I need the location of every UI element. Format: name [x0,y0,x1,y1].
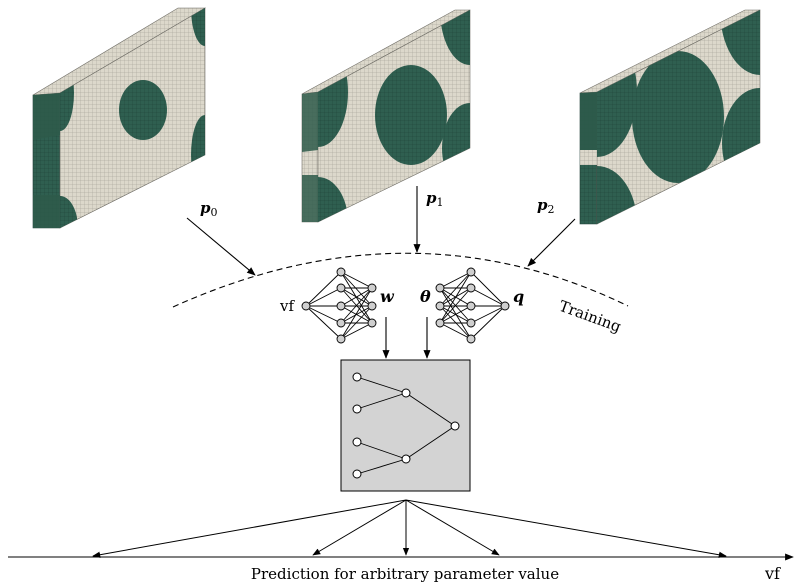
training-label: Training [557,297,624,336]
prediction-caption: Prediction for arbitrary parameter value [251,565,559,583]
tree-leaf-node [352,469,362,479]
tree-inner-node [401,454,411,464]
label-q: q [513,287,524,306]
training-arc [172,252,629,308]
tree-leaf-node [352,404,362,414]
training-arrows [186,186,576,276]
neural-network-left [301,267,377,344]
label-vf-input: vf [279,297,295,315]
tree-inner-node [401,388,411,398]
label-p1: p1 [426,189,444,209]
tree-leaf-node [352,437,362,447]
tree-leaf-node [352,372,362,382]
tree-model-box [340,359,471,492]
input-arrows [382,317,431,359]
parameter-labels: p0 p1 p2 [200,189,555,219]
label-theta: θ [420,287,431,306]
arrow-p2 [527,218,576,267]
sample-plate-p1 [301,9,471,223]
sample-plate-p0 [32,7,207,229]
label-p2: p2 [537,196,555,216]
axis-label-vf: vf [764,564,781,583]
neural-network-right [435,267,510,344]
label-p0: p0 [200,199,218,219]
arrow-p0 [186,217,256,276]
tree-root-node [450,421,460,431]
prediction-arrows [92,499,727,558]
label-w: w [380,287,395,306]
sample-plate-p2 [579,9,761,225]
